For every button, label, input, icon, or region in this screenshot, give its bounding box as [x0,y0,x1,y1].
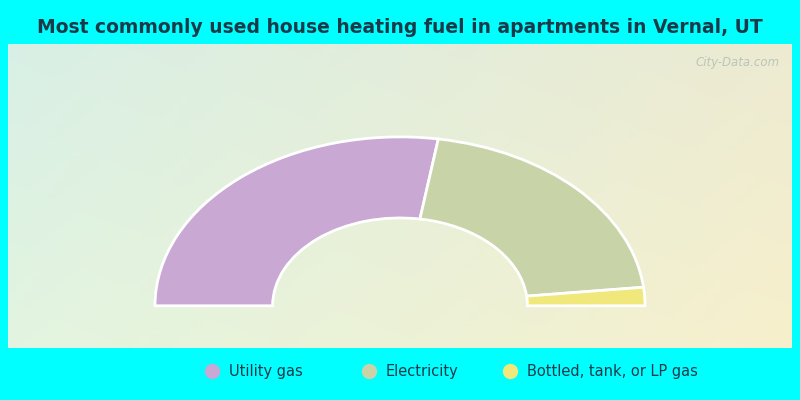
Text: Electricity: Electricity [386,364,458,379]
Text: Utility gas: Utility gas [229,364,303,379]
Text: Most commonly used house heating fuel in apartments in Vernal, UT: Most commonly used house heating fuel in… [37,18,763,37]
Wedge shape [155,137,438,306]
Wedge shape [526,287,645,306]
Text: Bottled, tank, or LP gas: Bottled, tank, or LP gas [527,364,698,379]
Wedge shape [420,139,643,296]
Text: City-Data.com: City-Data.com [696,56,780,69]
